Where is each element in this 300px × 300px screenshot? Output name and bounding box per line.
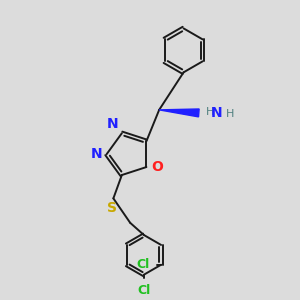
- Text: Cl: Cl: [136, 258, 149, 271]
- Text: N: N: [107, 117, 119, 131]
- Text: Cl: Cl: [137, 284, 151, 298]
- Text: N: N: [211, 106, 223, 120]
- Text: H: H: [226, 109, 235, 119]
- Text: H: H: [206, 107, 214, 117]
- Text: S: S: [107, 201, 117, 215]
- Text: O: O: [151, 160, 163, 174]
- Text: N: N: [91, 147, 102, 161]
- Polygon shape: [159, 109, 199, 117]
